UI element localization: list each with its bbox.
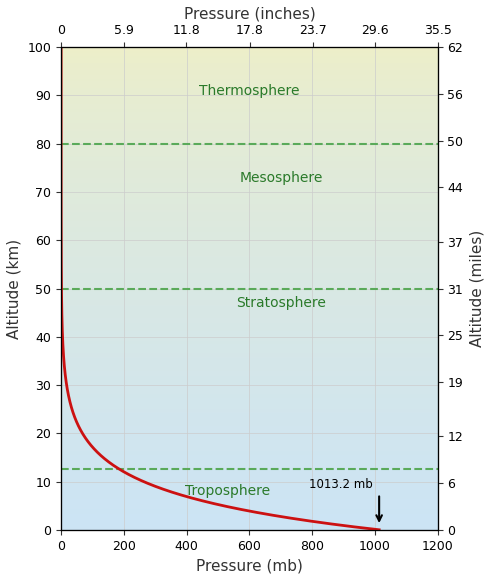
Y-axis label: Altitude (km): Altitude (km) — [7, 238, 22, 339]
Text: Thermosphere: Thermosphere — [199, 84, 300, 97]
X-axis label: Pressure (inches): Pressure (inches) — [184, 7, 315, 22]
Y-axis label: Altitude (miles): Altitude (miles) — [469, 230, 484, 347]
Text: 1013.2 mb: 1013.2 mb — [309, 478, 373, 491]
Text: Stratosphere: Stratosphere — [236, 296, 326, 310]
Text: Mesosphere: Mesosphere — [239, 171, 323, 184]
X-axis label: Pressure (mb): Pressure (mb) — [196, 558, 303, 573]
Text: Troposphere: Troposphere — [185, 484, 270, 498]
